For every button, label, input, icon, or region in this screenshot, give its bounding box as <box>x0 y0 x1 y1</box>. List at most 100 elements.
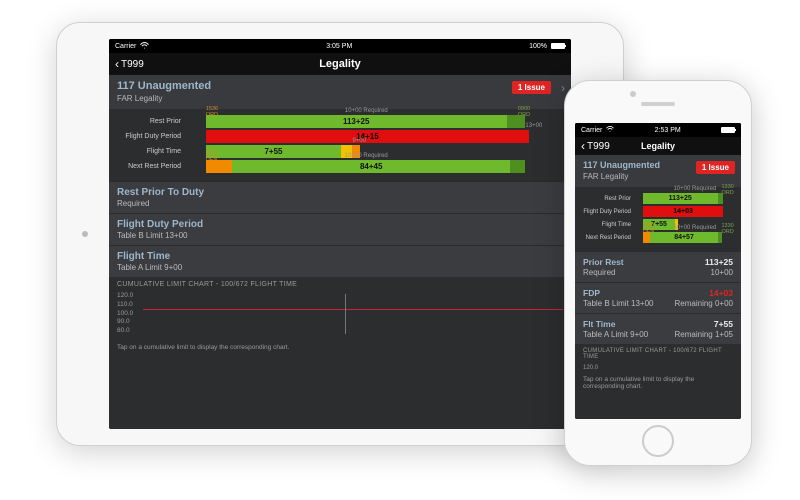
section-header[interactable]: 117 Unaugmented FAR Legality 1 Issue <box>575 155 741 187</box>
detail-value: 113+25 <box>705 257 733 267</box>
section-title: 117 Unaugmented <box>583 160 660 170</box>
limit-line <box>143 309 563 310</box>
page-title: Legality <box>575 141 741 151</box>
required-label: 9+00 <box>352 138 366 144</box>
bar-pre-segment <box>206 160 232 173</box>
section-subtitle: FAR Legality <box>583 172 660 181</box>
issue-badge: 1 Issue <box>696 161 735 174</box>
detail-value-sub: 10+00 <box>705 268 733 277</box>
detail-subtitle: Table B Limit 13+00 <box>117 231 203 240</box>
bar-tail-segment <box>510 160 525 173</box>
iphone-speaker <box>641 102 675 106</box>
section-header[interactable]: 117 Unaugmented FAR Legality 1 Issue › <box>109 75 571 109</box>
chart-track: 10+00 Required2215DEN84+45 <box>187 160 563 173</box>
chart-row-label: Next Rest Period <box>583 235 637 241</box>
bar-tail-segment <box>718 193 724 204</box>
legality-chart: Rest Prior10+00 Required1330ORD113+25Fli… <box>575 187 741 251</box>
cumulative-chart[interactable]: 120.0 <box>575 362 741 376</box>
detail-row[interactable]: Flight Duty PeriodTable B Limit 13+00 <box>109 213 571 245</box>
iphone-screen-bezel: Carrier 2:53 PM ‹ T999 Legality <box>575 123 741 419</box>
cumulative-header: CUMULATIVE LIMIT CHART - 100/672 FLIGHT … <box>109 277 571 290</box>
chart-track: 14+03 <box>637 206 733 217</box>
bar-tail-segment <box>718 232 723 243</box>
chart-row: Flight Time9+007+55 <box>117 145 563 158</box>
detail-title: Flight Duty Period <box>117 219 203 230</box>
detail-title: Flight Time <box>117 251 182 262</box>
chart-row: Rest Prior10+00 Required1536ORD0900ORD11… <box>117 115 563 128</box>
detail-value: 14+03 <box>675 288 733 298</box>
required-label: 10+00 Required <box>673 186 716 192</box>
end-tick: 1330ORD <box>721 224 733 235</box>
ipad-screen: Carrier 3:05 PM 100% ‹ T999 Legality <box>109 39 571 429</box>
ipad-device: Carrier 3:05 PM 100% ‹ T999 Legality <box>56 22 624 446</box>
chart-row-label: Flight Time <box>117 148 187 155</box>
chart-bar[interactable]: 84+45 <box>232 160 510 173</box>
chart-bar[interactable]: 7+55 <box>206 145 341 158</box>
chart-row-label: Flight Time <box>583 222 637 228</box>
chart-row-label: Next Rest Period <box>117 163 187 170</box>
cumulative-note: Tap on a cumulative limit to display the… <box>575 376 741 394</box>
chart-bar[interactable]: 84+57 <box>650 232 717 243</box>
cumulative-header: CUMULATIVE LIMIT CHART - 100/672 FLIGHT … <box>575 344 741 362</box>
battery-pct: 100% <box>529 43 547 50</box>
legality-chart: Rest Prior10+00 Required1536ORD0900ORD11… <box>109 109 571 181</box>
chart-bar[interactable]: 14+15 <box>206 130 529 143</box>
battery-icon <box>721 127 735 133</box>
detail-row[interactable]: Prior RestRequired 113+2510+00 <box>575 251 741 282</box>
ipad-screen-bezel: Carrier 3:05 PM 100% ‹ T999 Legality <box>109 39 571 429</box>
wifi-icon <box>140 42 149 51</box>
detail-subtitle: Required <box>117 199 204 208</box>
cumulative-chart[interactable]: 120.0110.0100.090.080.0 <box>109 290 571 344</box>
chart-row: Next Rest Period10+00 Required2215DEN84+… <box>117 160 563 173</box>
carrier-label: Carrier <box>115 43 136 50</box>
detail-row[interactable]: Flt TimeTable A Limit 9+007+55Remaining … <box>575 313 741 344</box>
chart-row-label: Flight Duty Period <box>117 133 187 140</box>
iphone-camera <box>630 91 636 97</box>
bar-pre-segment <box>643 232 651 243</box>
chart-bar[interactable]: 113+25 <box>643 193 718 204</box>
clock: 3:05 PM <box>326 43 352 50</box>
iphone-home-button[interactable] <box>642 425 674 457</box>
detail-title: Prior Rest <box>583 257 624 267</box>
chart-track: 10+00 Required1330ORD113+25 <box>637 193 733 204</box>
section-subtitle: FAR Legality <box>117 94 211 103</box>
chart-row: Rest Prior10+00 Required1330ORD113+25 <box>583 193 733 204</box>
detail-title: Flt Time <box>583 319 648 329</box>
detail-title: FDP <box>583 288 654 298</box>
detail-value-sub: Remaining 0+00 <box>675 299 733 308</box>
detail-subtitle: Table A Limit 9+00 <box>117 263 182 272</box>
page-title: Legality <box>109 58 571 70</box>
cumulative-plot <box>143 294 563 334</box>
detail-subtitle: Table A Limit 9+00 <box>583 330 648 339</box>
required-label: 10+00 Required <box>345 108 388 114</box>
chart-row: Flight Duty Period 14+03 <box>583 206 733 217</box>
chart-row-label: Rest Prior <box>583 196 637 202</box>
chart-bar[interactable]: 113+25 <box>206 115 507 128</box>
y-axis-labels: 120.0 <box>583 364 733 372</box>
chart-track: 10+00 Required2203DEN1330ORD84+57 <box>637 232 733 243</box>
chart-row: Next Rest Period10+00 Required2203DEN133… <box>583 232 733 243</box>
battery-icon <box>551 43 565 49</box>
detail-row[interactable]: Rest Prior To DutyRequired <box>109 181 571 213</box>
detail-value: 7+55 <box>675 319 733 329</box>
chart-row-label: Rest Prior <box>117 118 187 125</box>
chart-track: 13+0014+15 <box>187 130 563 143</box>
required-label: 13+00 <box>525 123 542 129</box>
detail-row[interactable]: Flight TimeTable A Limit 9+00 <box>109 245 571 277</box>
chart-row-label: Flight Duty Period <box>583 209 637 215</box>
iphone-screen: Carrier 2:53 PM ‹ T999 Legality <box>575 123 741 419</box>
chart-track: 10+00 Required1536ORD0900ORD113+25 <box>187 115 563 128</box>
iphone-device: Carrier 2:53 PM ‹ T999 Legality <box>564 80 752 466</box>
detail-subtitle: Required <box>583 268 624 277</box>
status-bar: Carrier 3:05 PM 100% <box>109 39 571 53</box>
status-bar: Carrier 2:53 PM <box>575 123 741 137</box>
detail-row[interactable]: FDPTable B Limit 13+00 14+03Remaining 0+0… <box>575 282 741 313</box>
chart-bar[interactable]: 14+03 <box>643 206 724 217</box>
current-marker <box>345 294 346 334</box>
wifi-icon <box>606 126 614 134</box>
nav-bar: ‹ T999 Legality <box>575 137 741 155</box>
bar-tail-segment <box>507 115 526 128</box>
chevron-right-icon: › <box>561 81 565 95</box>
required-label: 10+00 Required <box>673 225 716 231</box>
detail-subtitle: Table B Limit 13+00 <box>583 299 654 308</box>
